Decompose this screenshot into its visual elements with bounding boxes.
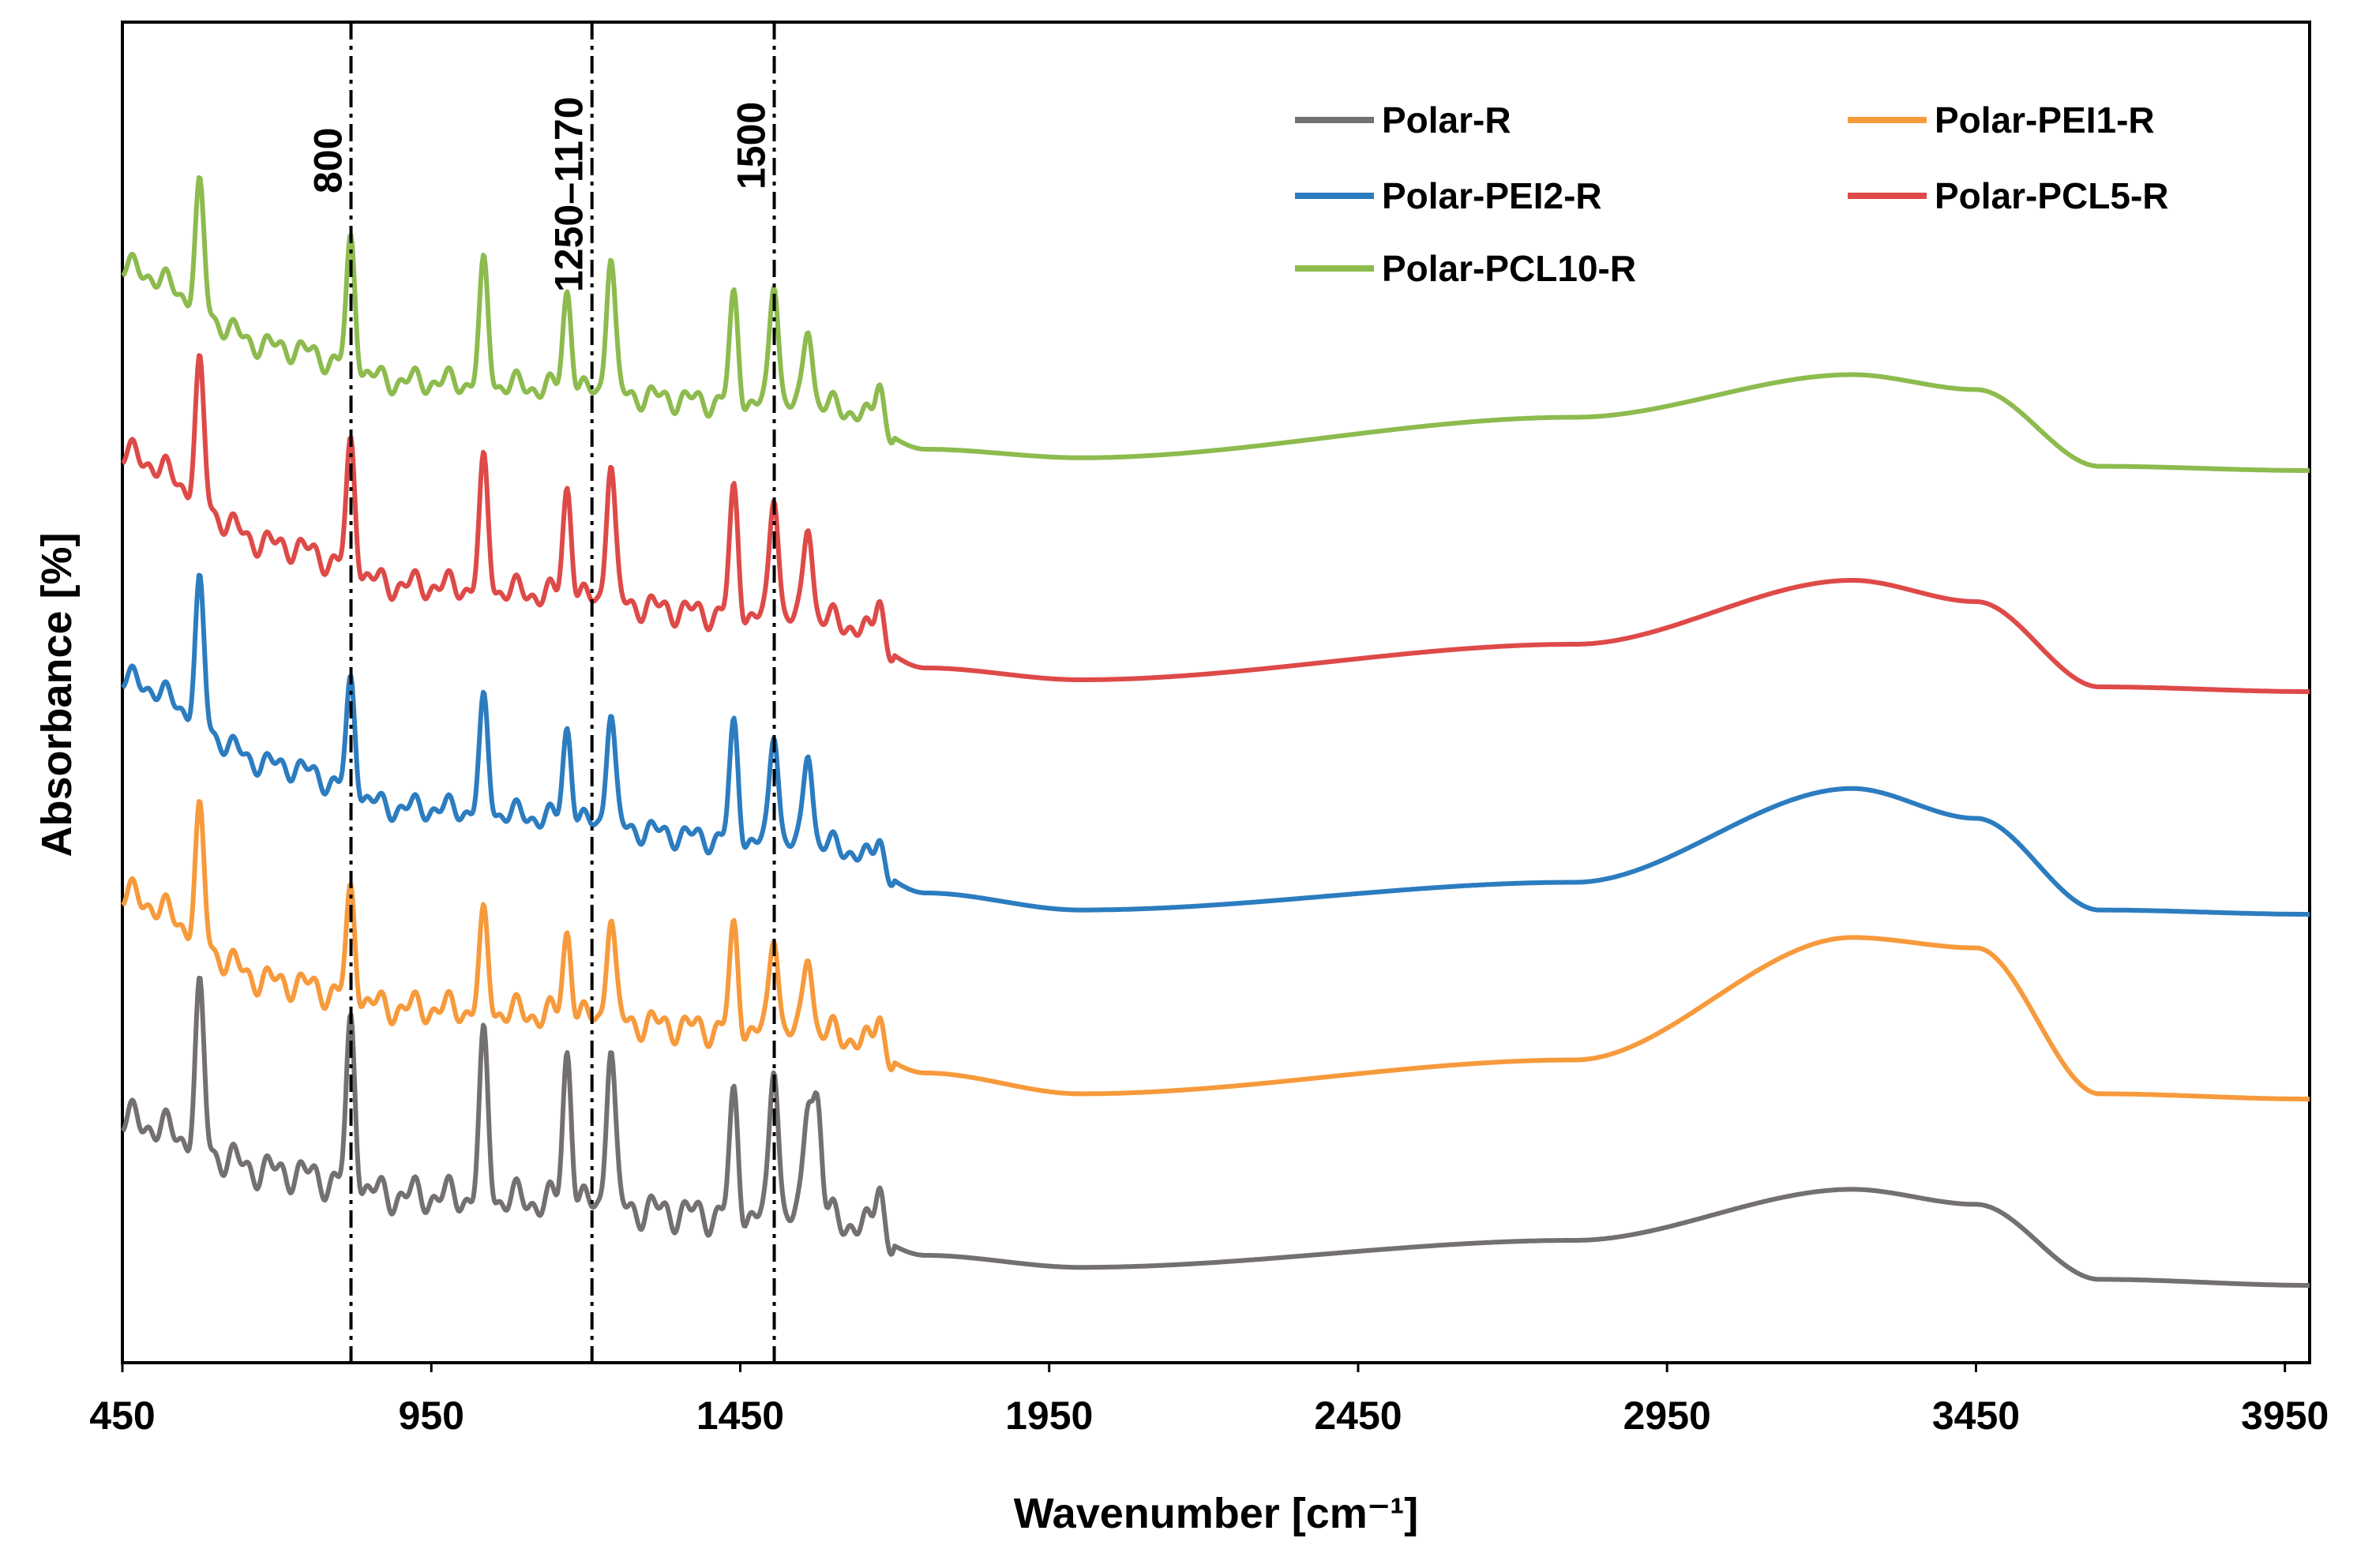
annotation-label-800: 800 <box>306 128 351 193</box>
x-tick-label-2950: 2950 <box>1623 1394 1711 1438</box>
x-tick-label-450: 450 <box>89 1394 155 1438</box>
x-tick-label-3950: 3950 <box>2241 1394 2329 1438</box>
x-tick-label-2450: 2450 <box>1314 1394 1402 1438</box>
y-axis-title: Absorbance [%] <box>33 532 81 857</box>
legend: Polar-R Polar-PEI1-R Polar-PEI2-R Polar-PCL… <box>1295 99 2168 289</box>
series-line-polar-pcl5-r <box>121 353 2311 694</box>
annotation-label-1250–1170: 1250–1170 <box>547 96 591 292</box>
x-axis-title: Wavenumber [cm⁻¹] <box>1014 1490 1419 1537</box>
x-tick-label-1450: 1450 <box>696 1394 784 1438</box>
series-group <box>121 175 2311 1288</box>
series-line-polar-r <box>121 975 2311 1288</box>
x-axis-ticks: 450 950 1450 1950 2450 2950 3450 3950 <box>89 1363 2329 1438</box>
legend-label-polar-pei2-r: Polar-PEI2-R <box>1382 175 1602 216</box>
annotation-group: 800 1250–1170 1500 <box>306 22 776 1363</box>
plot-area-frame <box>121 21 2311 1364</box>
x-tick-label-950: 950 <box>399 1394 464 1438</box>
series-line-polar-pcl10-r <box>121 175 2311 473</box>
x-tick-label-1950: 1950 <box>1005 1394 1093 1438</box>
legend-label-polar-pcl10-r: Polar-PCL10-R <box>1382 248 1636 289</box>
series-line-polar-pei2-r <box>121 572 2311 917</box>
annotation-label-1500: 1500 <box>730 102 774 189</box>
legend-label-polar-pei1-r: Polar-PEI1-R <box>1935 99 2155 141</box>
series-line-polar-pei1-r <box>121 799 2311 1101</box>
legend-label-polar-r: Polar-R <box>1382 99 1511 141</box>
legend-label-polar-pcl5-r: Polar-PCL5-R <box>1935 175 2168 216</box>
x-tick-label-3450: 3450 <box>1932 1394 2020 1438</box>
